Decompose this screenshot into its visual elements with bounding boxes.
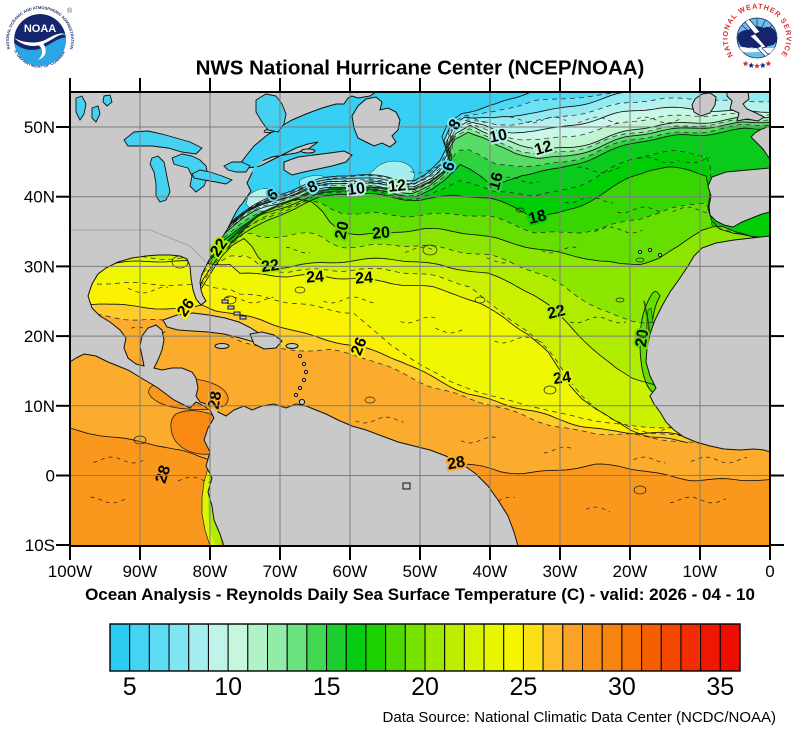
svg-text:20N: 20N	[24, 327, 55, 346]
svg-text:Ocean Analysis - Reynolds Dail: Ocean Analysis - Reynolds Daily Sea Surf…	[85, 585, 755, 604]
svg-text:24: 24	[306, 268, 325, 286]
svg-text:0: 0	[765, 562, 774, 581]
svg-text:35: 35	[706, 673, 734, 701]
svg-text:40N: 40N	[24, 188, 55, 207]
svg-text:30: 30	[608, 673, 636, 701]
svg-text:90W: 90W	[123, 562, 158, 581]
svg-text:20: 20	[371, 224, 391, 243]
svg-text:60W: 60W	[333, 562, 368, 581]
svg-text:20: 20	[633, 328, 652, 348]
svg-text:50W: 50W	[403, 562, 438, 581]
svg-text:12: 12	[387, 177, 407, 196]
svg-text:28: 28	[446, 454, 467, 474]
svg-text:15: 15	[313, 673, 341, 701]
svg-text:30W: 30W	[543, 562, 578, 581]
svg-text:10N: 10N	[24, 397, 55, 416]
svg-text:®: ®	[67, 7, 73, 15]
svg-text:30N: 30N	[24, 257, 55, 276]
svg-text:20W: 20W	[613, 562, 648, 581]
svg-text:NWS National Hurricane Center: NWS National Hurricane Center (NCEP/NOAA…	[196, 57, 645, 80]
svg-text:10W: 10W	[683, 562, 718, 581]
svg-text:10S: 10S	[25, 536, 55, 555]
svg-text:10: 10	[214, 673, 242, 701]
svg-text:25: 25	[509, 673, 537, 701]
svg-text:80W: 80W	[193, 562, 228, 581]
svg-text:24: 24	[355, 269, 374, 287]
svg-text:5: 5	[123, 673, 137, 701]
svg-text:NOAA: NOAA	[24, 23, 56, 35]
svg-text:Data Source: National Climatic: Data Source: National Climatic Data Cent…	[383, 709, 776, 726]
svg-text:0: 0	[46, 467, 55, 486]
svg-text:100W: 100W	[48, 562, 92, 581]
svg-text:40W: 40W	[473, 562, 508, 581]
svg-text:24: 24	[552, 369, 572, 388]
svg-text:50N: 50N	[24, 118, 55, 137]
svg-text:28: 28	[206, 390, 226, 411]
svg-text:10: 10	[488, 126, 509, 146]
svg-text:20: 20	[411, 673, 439, 701]
svg-text:70W: 70W	[263, 562, 298, 581]
